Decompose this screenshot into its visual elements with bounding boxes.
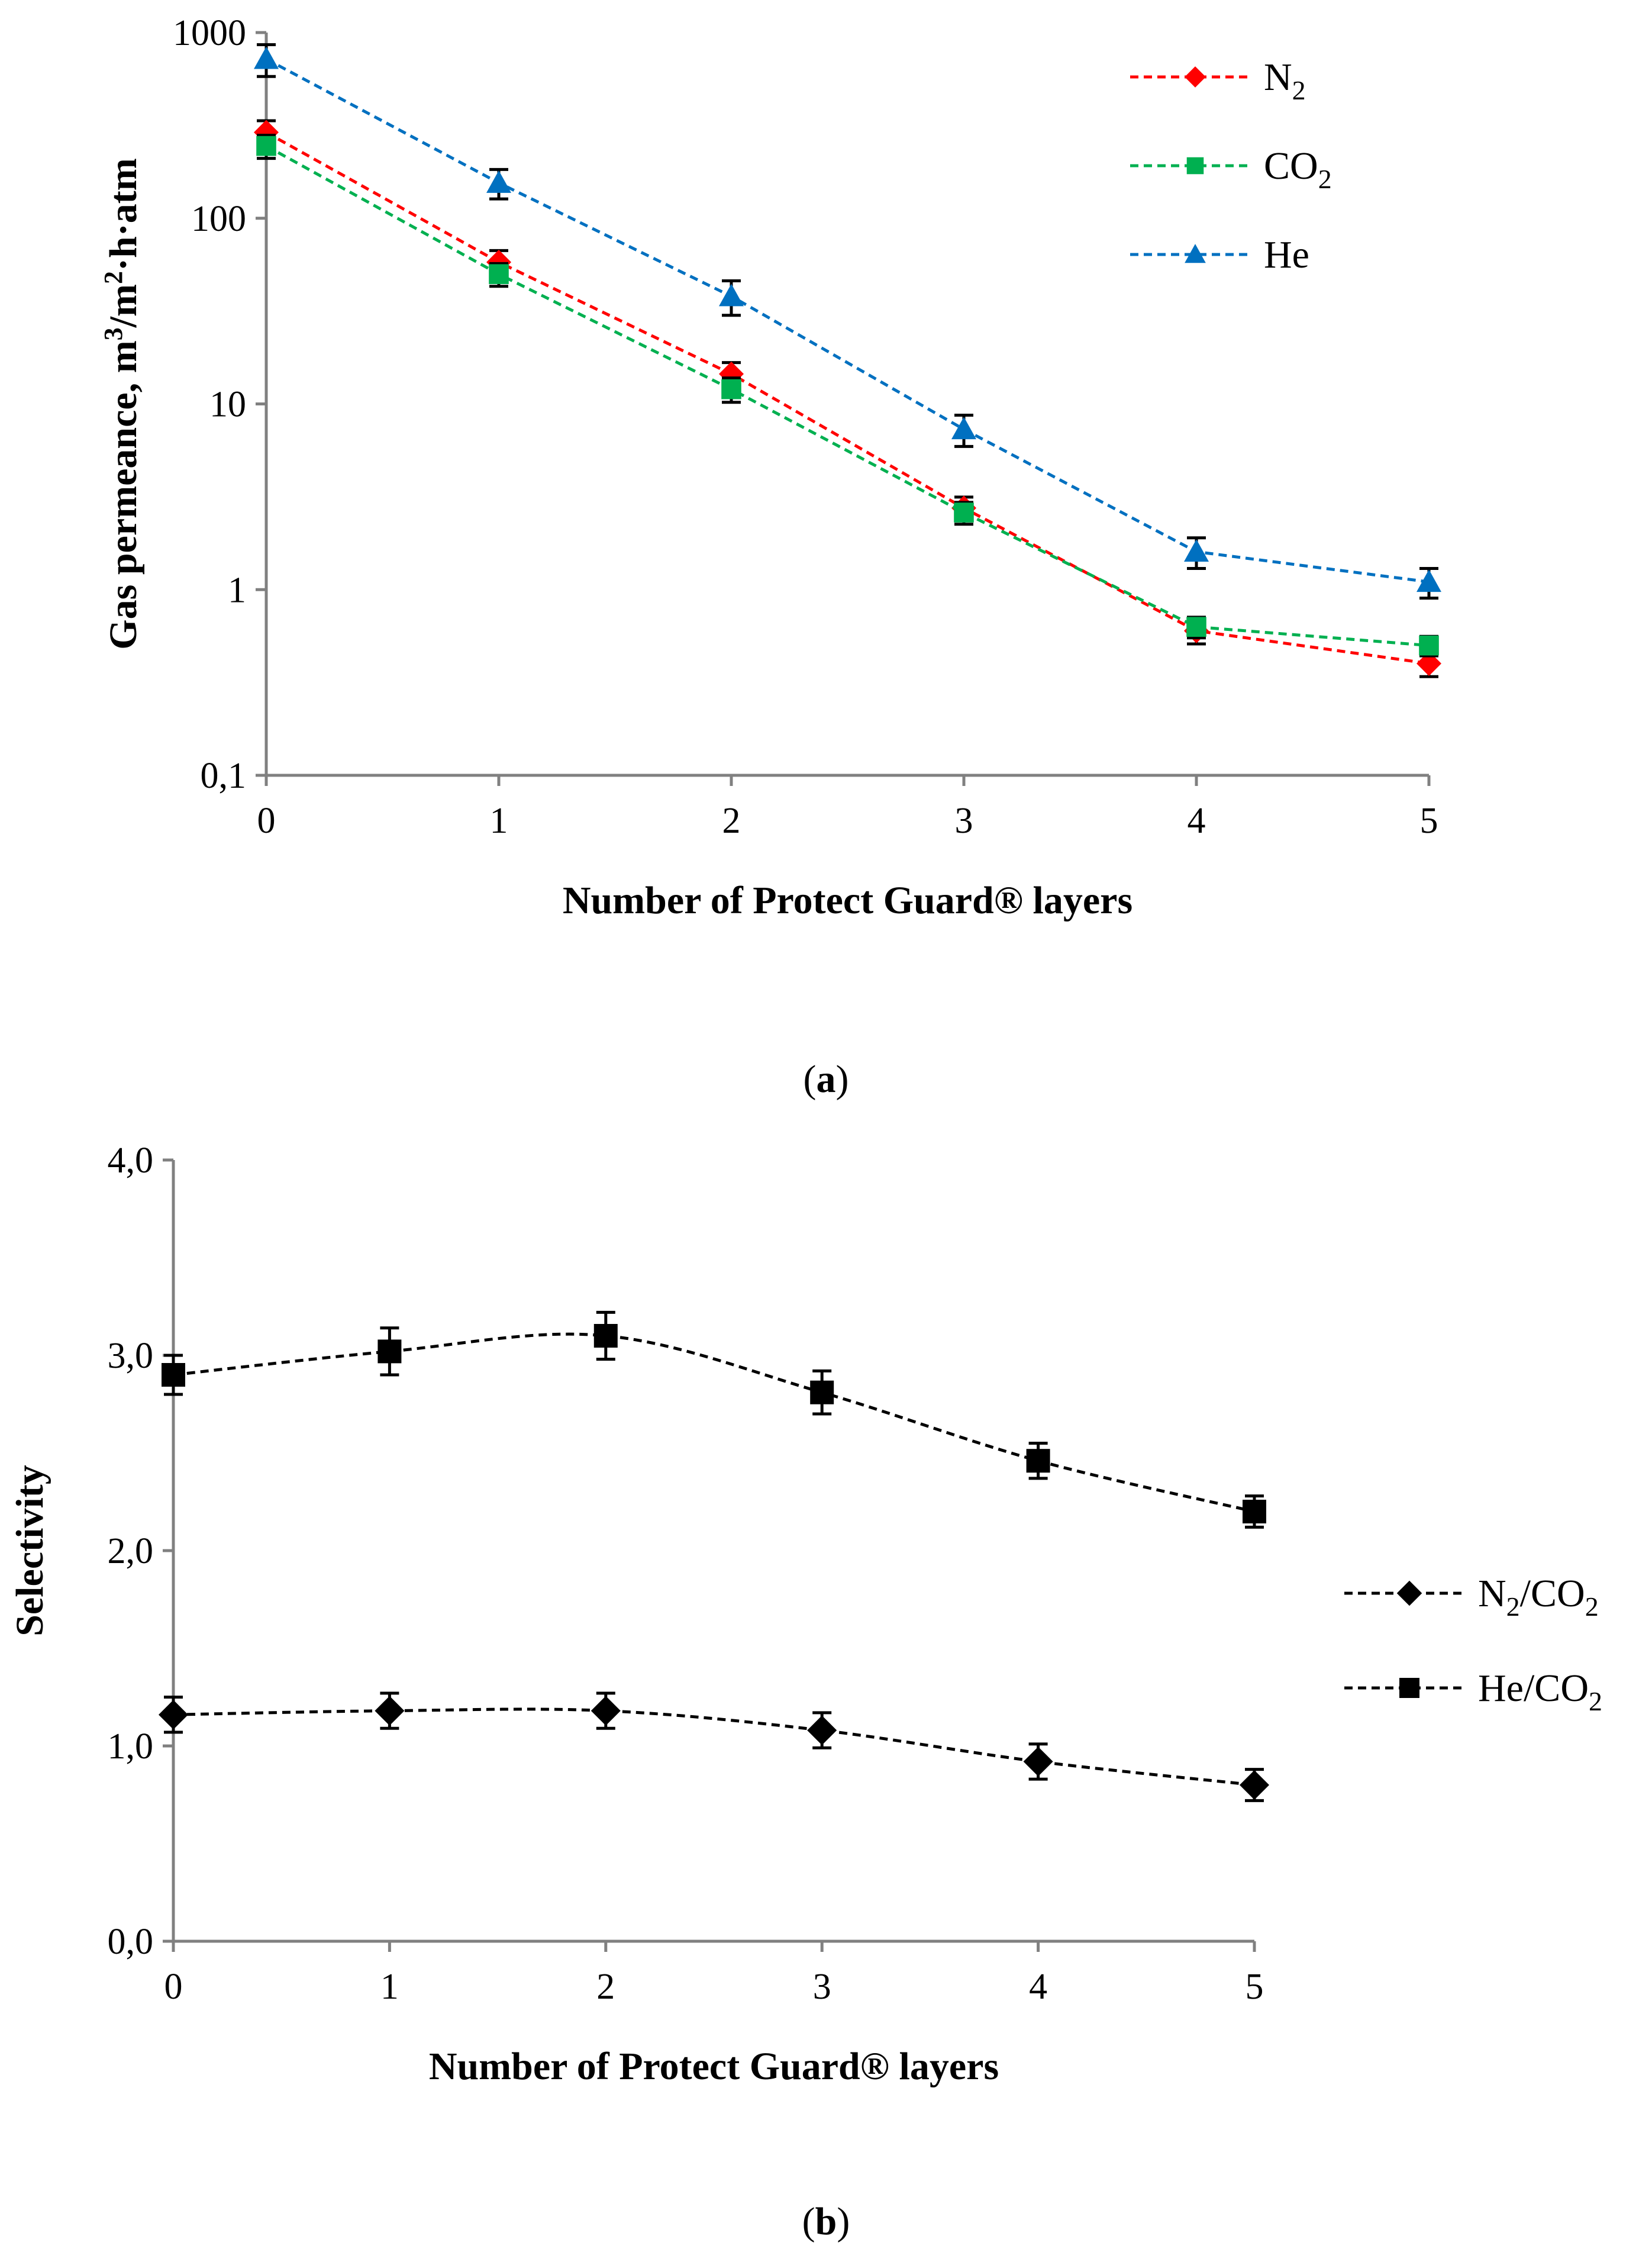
panel-b-caption: (b)	[802, 2200, 850, 2243]
y-tick-label: 1000	[173, 13, 246, 53]
y-axis-title: Gas permeance, m3/m2·h·atm	[99, 158, 145, 649]
legend-marker	[1185, 66, 1206, 88]
y-axis-title: Selectivity	[8, 1465, 51, 1636]
data-point	[489, 264, 509, 284]
x-tick-label: 1	[380, 1967, 399, 2007]
x-tick-label: 4	[1029, 1967, 1047, 2007]
series-1	[256, 133, 1439, 658]
data-point	[1419, 635, 1439, 656]
series-line	[265, 57, 1430, 584]
y-tick-label: 4,0	[108, 1140, 154, 1181]
series-0	[159, 1691, 1269, 1802]
legend-marker	[1186, 157, 1204, 175]
y-tick-label: 3,0	[108, 1336, 154, 1376]
x-tick-label: 0	[164, 1967, 183, 2007]
data-point	[951, 417, 976, 440]
panel-a-caption: (a)	[804, 1058, 849, 1101]
panel-a-chart: 0,1 1 10 100 1000 0 1 2 3 4 5 Number of Protect Gua…	[99, 13, 1441, 922]
data-point	[810, 1380, 834, 1404]
data-point	[162, 1363, 185, 1387]
x-tick-label: 0	[257, 801, 276, 841]
legend-item-0: N2/CO2	[1344, 1572, 1599, 1622]
y-tick-label: 2,0	[108, 1531, 154, 1571]
data-point	[1023, 1747, 1053, 1777]
legend-label: He/CO2	[1478, 1667, 1602, 1716]
x-tick-label: 3	[813, 1967, 831, 2007]
y-tick-label: 1	[228, 570, 246, 610]
legend-label: N2	[1264, 56, 1306, 105]
data-point	[1417, 569, 1441, 592]
x-tick-label: 2	[722, 801, 741, 841]
data-point	[721, 379, 741, 399]
data-point	[375, 1696, 405, 1726]
data-point	[254, 46, 279, 69]
data-point	[159, 1700, 188, 1730]
x-axis-title: Number of Protect Guard® layers	[563, 879, 1132, 922]
series-2	[254, 43, 1441, 600]
series-1	[162, 1310, 1266, 1529]
data-point	[591, 1696, 621, 1726]
series-line	[173, 1707, 1255, 1787]
data-point	[1186, 617, 1206, 637]
y-tick-label: 0,0	[108, 1922, 154, 1962]
series-line	[265, 144, 1430, 647]
legend-label: CO2	[1264, 144, 1332, 194]
data-point	[593, 1324, 618, 1348]
data-point	[486, 170, 511, 193]
legend-marker	[1399, 1678, 1419, 1698]
series-line	[265, 131, 1430, 665]
x-tick-label: 5	[1420, 801, 1438, 841]
data-point	[1026, 1449, 1050, 1473]
y-tick-label: 0,1	[201, 756, 247, 796]
legend-marker	[1396, 1580, 1422, 1606]
series-0	[254, 119, 1441, 678]
x-tick-label: 3	[955, 801, 973, 841]
y-tick-label: 100	[191, 199, 246, 239]
data-point	[377, 1339, 402, 1364]
y-tick-label: 10	[209, 385, 246, 425]
legend-marker	[1185, 244, 1206, 263]
x-tick-label: 5	[1246, 1967, 1264, 2007]
data-point	[807, 1715, 837, 1745]
x-tick-label: 1	[490, 801, 508, 841]
legend-label: N2/CO2	[1478, 1572, 1599, 1622]
x-axis-title: Number of Protect Guard® layers	[429, 2045, 999, 2088]
data-point	[954, 502, 974, 523]
legend-item-1: CO2	[1130, 144, 1332, 194]
panel-b-chart: 0,0 1,0 2,0 3,0 4,0 0 1 2 3 4 5 Number of Protect G…	[8, 1140, 1602, 2088]
data-point	[1243, 1500, 1266, 1523]
y-tick-label: 1,0	[108, 1726, 154, 1767]
x-tick-label: 4	[1188, 801, 1206, 841]
legend-item-2: He	[1130, 233, 1309, 276]
data-point	[1184, 539, 1209, 562]
legend-item-1: He/CO2	[1344, 1667, 1602, 1716]
data-point	[719, 283, 744, 307]
x-tick-label: 2	[596, 1967, 615, 2007]
series-line	[173, 1332, 1255, 1513]
legend-item-0: N2	[1130, 56, 1306, 105]
data-point	[256, 136, 276, 156]
data-point	[1240, 1770, 1269, 1800]
legend-label: He	[1264, 233, 1309, 276]
